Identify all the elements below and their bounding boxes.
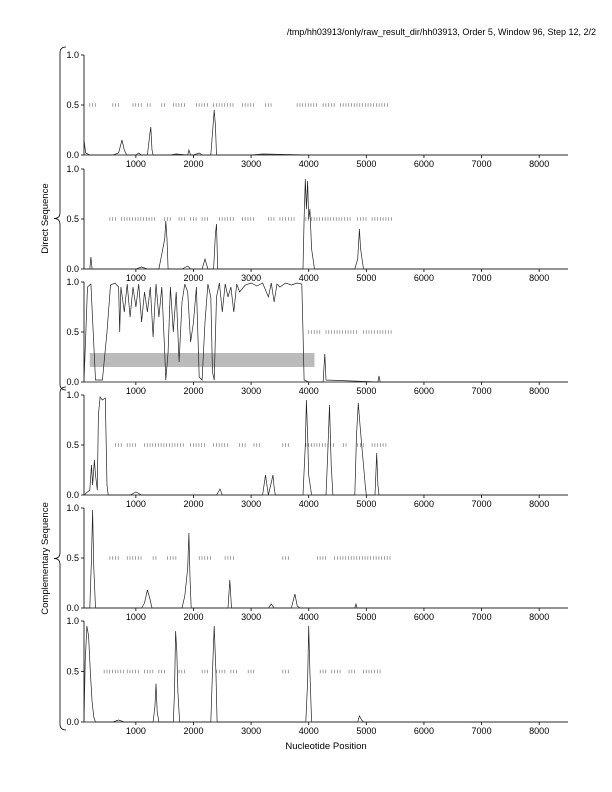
panel-2: 0.0 0.5 1.0 1000 2000 3000 4000 5000 6000 7000 800…: [66, 164, 568, 283]
x-tick-label: 7000: [472, 159, 492, 169]
y-tick-label: 1.0: [66, 503, 79, 513]
y-tick-label: 0.5: [66, 327, 79, 337]
x-tick-label: 4000: [299, 159, 319, 169]
x-tick-label: 4000: [299, 726, 319, 736]
panel-4: 0.0 0.5 1.0 1000 2000 3000 4000 5000 6000 7000 800…: [66, 390, 568, 509]
group-1: Direct Sequence: [40, 46, 67, 391]
y-tick-label: 0.5: [66, 667, 79, 677]
x-tick-label: 4000: [299, 386, 319, 396]
y-tick-label: 0.0: [66, 717, 79, 727]
x-tick-label: 3000: [241, 612, 261, 622]
x-tick-label: 8000: [529, 726, 549, 736]
series-line: [84, 178, 568, 270]
y-tick-label: 0.5: [66, 100, 79, 110]
x-tick-label: 1000: [126, 386, 146, 396]
x-tick-label: 7000: [472, 386, 492, 396]
x-tick-label: 8000: [529, 273, 549, 283]
x-tick-label: 4000: [299, 499, 319, 509]
panel-3: 0.0 0.5 1.0 1000 2000 3000 4000 5000 6000 7000 800…: [66, 277, 568, 396]
x-tick-label: 7000: [472, 612, 492, 622]
x-tick-label: 2000: [183, 386, 203, 396]
y-tick-label: 1.0: [66, 164, 79, 174]
y-tick-label: 0.5: [66, 553, 79, 563]
x-tick-label: 7000: [472, 726, 492, 736]
x-tick-label: 1000: [126, 273, 146, 283]
x-tick-label: 6000: [414, 273, 434, 283]
panel-6: 0.0 0.5 1.0 1000 2000 3000 4000 5000 6000 7000 800…: [66, 616, 568, 736]
x-tick-label: 7000: [472, 273, 492, 283]
panels-group: 0.0 0.5 1.0 1000 2000 3000 4000 5000 6000 7000 800…: [66, 50, 568, 736]
x-tick-label: 5000: [356, 159, 376, 169]
figure-header: /tmp/hh03913/only/raw_result_dir/hh03913…: [287, 27, 596, 37]
group-brace: [53, 46, 67, 391]
x-tick-label: 3000: [241, 386, 261, 396]
x-tick-label: 3000: [241, 726, 261, 736]
y-tick-label: 0.0: [66, 490, 79, 500]
x-tick-label: 4000: [299, 273, 319, 283]
group-braces: Direct Sequence Complementary Sequence: [40, 46, 67, 731]
x-tick-label: 2000: [183, 159, 203, 169]
x-tick-label: 5000: [356, 499, 376, 509]
series-line: [84, 509, 568, 609]
x-tick-label: 1000: [126, 499, 146, 509]
y-tick-label: 0.5: [66, 440, 79, 450]
y-tick-label: 0.5: [66, 214, 79, 224]
x-tick-label: 3000: [241, 159, 261, 169]
panel-1: 0.0 0.5 1.0 1000 2000 3000 4000 5000 6000 7000 800…: [66, 50, 568, 169]
x-tick-label: 8000: [529, 612, 549, 622]
x-tick-label: 3000: [241, 499, 261, 509]
series-line: [83, 109, 568, 156]
x-tick-label: 6000: [414, 612, 434, 622]
series-line: [83, 282, 568, 383]
x-tick-label: 5000: [356, 612, 376, 622]
highlight-band: [89, 353, 315, 367]
group-label: Complementary Sequence: [40, 502, 51, 614]
x-tick-label: 2000: [183, 499, 203, 509]
y-tick-label: 0.0: [66, 264, 79, 274]
x-tick-label: 5000: [356, 386, 376, 396]
x-tick-label: 8000: [529, 386, 549, 396]
x-tick-label: 6000: [414, 159, 434, 169]
x-tick-label: 8000: [529, 499, 549, 509]
x-tick-label: 5000: [356, 273, 376, 283]
x-tick-label: 1000: [126, 159, 146, 169]
y-tick-label: 1.0: [66, 390, 79, 400]
x-tick-label: 7000: [472, 499, 492, 509]
y-tick-label: 0.0: [66, 377, 79, 387]
x-tick-label: 6000: [414, 386, 434, 396]
x-tick-label: 5000: [356, 726, 376, 736]
y-tick-label: 1.0: [66, 277, 79, 287]
x-tick-label: 2000: [183, 726, 203, 736]
x-tick-label: 6000: [414, 726, 434, 736]
x-tick-label: 2000: [183, 612, 203, 622]
panel-5: 0.0 0.5 1.0 1000 2000 3000 4000 5000 6000 7000 800…: [66, 503, 568, 622]
y-tick-label: 1.0: [66, 50, 79, 60]
window-marks: [103, 669, 381, 674]
y-tick-label: 0.0: [66, 603, 79, 613]
x-tick-label: 4000: [299, 612, 319, 622]
y-tick-label: 1.0: [66, 616, 79, 626]
x-tick-label: 8000: [529, 159, 549, 169]
series-line: [83, 625, 568, 723]
group-label: Direct Sequence: [40, 183, 51, 253]
window-marks: [115, 443, 387, 447]
x-tick-label: 1000: [126, 726, 146, 736]
window-marks: [89, 103, 388, 107]
group-2: Complementary Sequence: [40, 386, 67, 731]
y-tick-label: 0.0: [66, 150, 79, 160]
window-marks: [308, 330, 392, 334]
x-tick-label: 1000: [126, 612, 146, 622]
series-line: [83, 396, 568, 496]
x-tick-label: 3000: [241, 273, 261, 283]
x-tick-label: 2000: [183, 273, 203, 283]
group-brace: [53, 386, 67, 731]
x-axis-title: Nucleotide Position: [285, 741, 366, 752]
window-marks: [109, 217, 392, 221]
window-marks: [109, 556, 391, 560]
x-tick-label: 6000: [414, 499, 434, 509]
